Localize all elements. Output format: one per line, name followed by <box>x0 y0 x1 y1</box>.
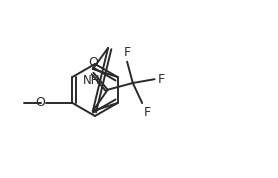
Text: NH: NH <box>83 74 101 87</box>
Text: O: O <box>36 96 46 109</box>
Text: F: F <box>123 46 131 59</box>
Text: F: F <box>158 73 165 86</box>
Text: F: F <box>144 106 151 119</box>
Text: O: O <box>89 56 98 69</box>
